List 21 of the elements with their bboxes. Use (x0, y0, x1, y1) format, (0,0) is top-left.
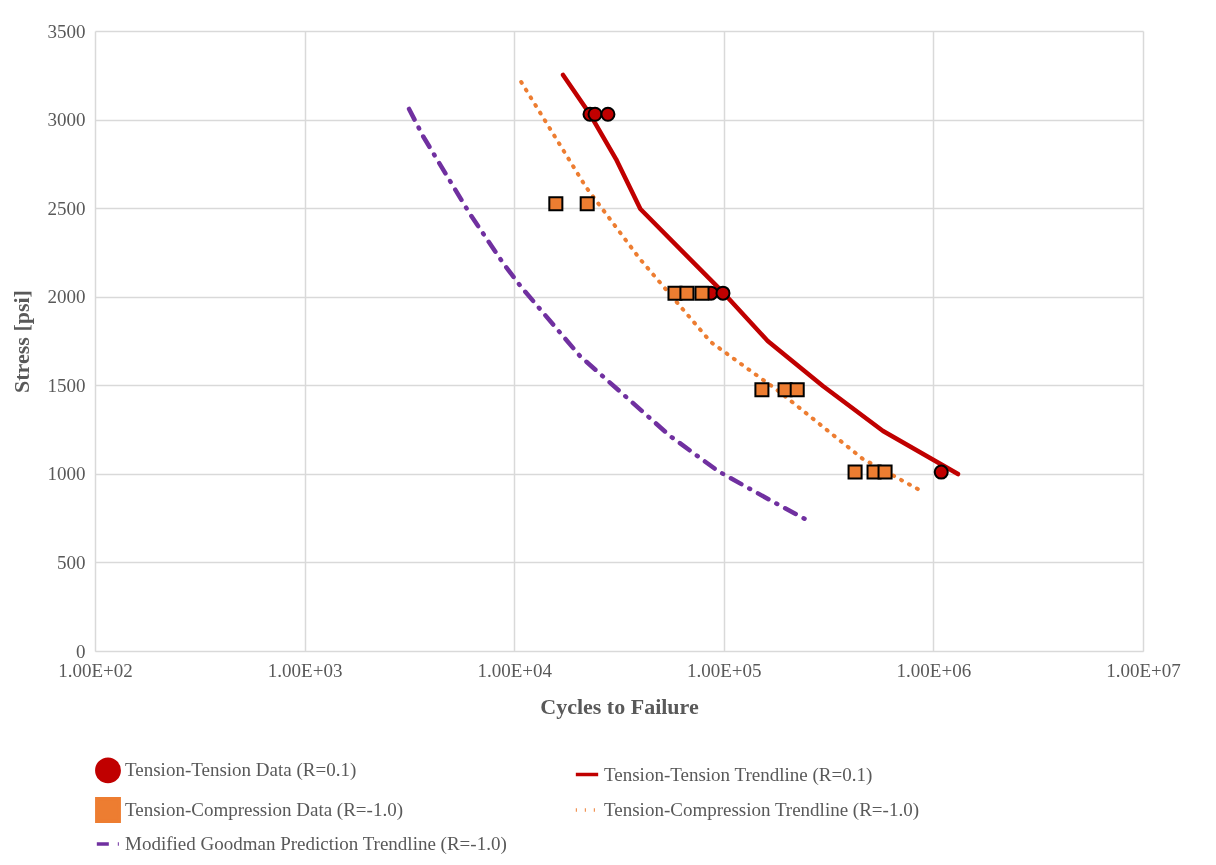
legend-label: Tension-Compression Data (R=-1.0) (125, 799, 403, 821)
legend-label: Tension-Compression Trendline (R=-1.0) (604, 799, 919, 821)
legend-label: Tension-Tension Trendline (R=0.1) (604, 763, 873, 786)
y-tick-label: 1000 (47, 463, 86, 485)
y-tick-label: 0 (76, 640, 86, 662)
y-tick-label: 1500 (47, 374, 86, 396)
legend-label: Tension-Tension Data (R=0.1) (125, 759, 357, 782)
x-tick-label: 1.00E+06 (896, 659, 972, 681)
x-tick-label: 1.00E+04 (477, 659, 553, 681)
x-tick-label: 1.00E+07 (1106, 659, 1181, 681)
y-tick-label: 3500 (47, 20, 86, 42)
x-tick-label: 1.00E+02 (58, 659, 133, 681)
x-tick-label: 1.00E+03 (267, 659, 343, 681)
y-tick-label: 2500 (47, 197, 86, 219)
x-tick-label: 1.00E+05 (687, 659, 762, 681)
x-axis-title: Cycles to Failure (540, 693, 699, 719)
legend-label: Modified Goodman Prediction Trendline (R=-1.0) (125, 833, 507, 855)
y-tick-label: 2000 (47, 286, 86, 308)
y-tick-label: 3000 (47, 109, 86, 131)
y-tick-label: 500 (57, 551, 86, 573)
y-axis-title: Stress [psi] (8, 290, 34, 393)
